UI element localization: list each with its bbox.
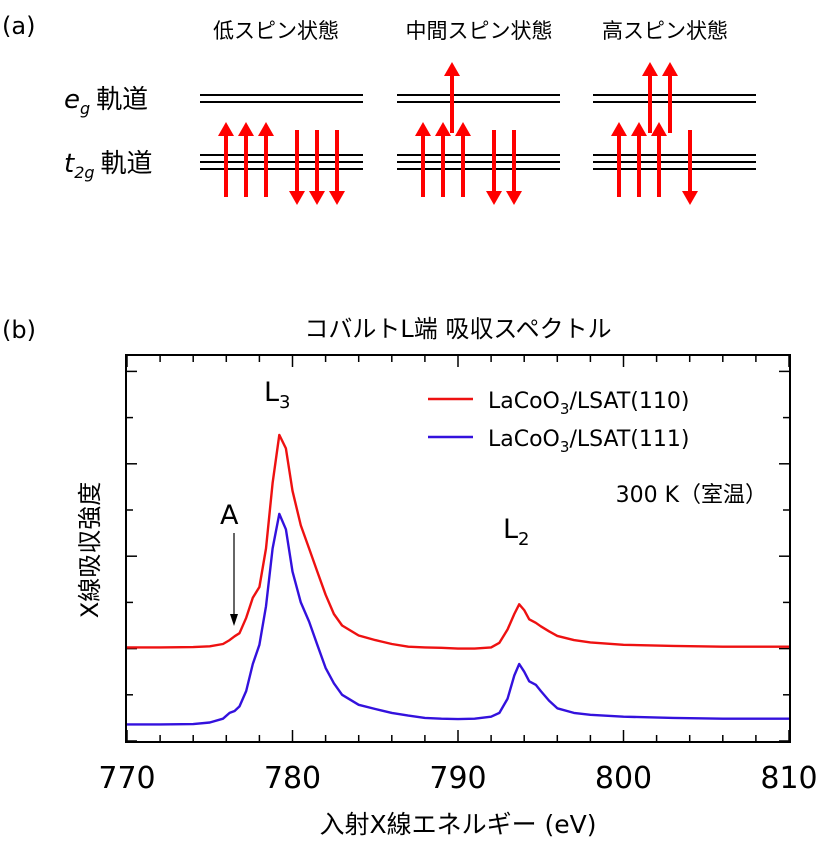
spin-up-arrow-t2g-head	[611, 122, 627, 136]
spin-up-arrow-t2g-head	[258, 122, 274, 136]
peak-label-l2: L2	[503, 514, 530, 550]
series-line-110	[127, 433, 789, 650]
x-axis-label: 入射X線エネルギー (eV)	[319, 810, 596, 839]
panel-b: (b) コバルトL端 吸収スペクトル 770 780 790 800 810 入射X線エ…	[2, 315, 818, 839]
spin-up-arrow-t2g-head	[415, 122, 431, 136]
spin-up-arrow-t2g-head	[455, 122, 471, 136]
spin-down-arrow-t2g-head	[309, 191, 325, 205]
x-tick-label: 790	[429, 761, 486, 796]
state-title-high: 高スピン状態	[602, 19, 728, 43]
peak-label-l3: L3	[264, 377, 291, 413]
spin-arrows	[218, 62, 698, 205]
x-tick-label: 770	[98, 761, 155, 796]
panel-a-label: (a)	[2, 12, 35, 40]
spin-up-arrow-t2g-head	[651, 122, 667, 136]
x-tick-label: 780	[264, 761, 321, 796]
x-tick-label: 800	[595, 761, 652, 796]
energy-levels	[200, 94, 756, 170]
panel-b-label: (b)	[2, 316, 36, 344]
plot-frame	[125, 354, 791, 743]
state-title-low: 低スピン状態	[213, 19, 339, 43]
spin-up-arrow-t2g-head	[238, 122, 254, 136]
spin-down-arrow-t2g-head	[289, 191, 305, 205]
spin-down-arrow-t2g-head	[506, 191, 522, 205]
chart-title: コバルトL端 吸収スペクトル	[304, 315, 611, 343]
panel-a: (a) 低スピン状態 中間スピン状態 高スピン状態 eg 軌道 t2g 軌道	[2, 12, 756, 205]
spin-up-arrow-t2g-head	[631, 122, 647, 136]
spin-up-arrow-t2g-head	[218, 122, 234, 136]
spin-down-arrow-t2g-head	[486, 191, 502, 205]
legend: LaCoO3/LSAT(110) LaCoO3/LSAT(111)	[428, 389, 689, 456]
legend-label-110: LaCoO3/LSAT(110)	[488, 389, 689, 418]
spin-down-arrow-t2g-head	[329, 191, 345, 205]
series-line-111	[127, 512, 789, 726]
spin-up-arrow-eg-head	[444, 62, 460, 76]
feature-a-arrowhead	[230, 614, 238, 626]
spectra	[127, 433, 789, 726]
t2g-orbital-label: t2g 軌道	[64, 149, 153, 182]
temperature-note: 300 K（室温）	[616, 483, 767, 508]
spin-up-arrow-eg-head	[662, 62, 678, 76]
spin-up-arrow-eg-head	[642, 62, 658, 76]
state-title-intermediate: 中間スピン状態	[406, 19, 553, 43]
eg-orbital-label: eg 軌道	[64, 85, 148, 118]
x-tick-label: 810	[760, 761, 817, 796]
x-tick-labels: 770 780 790 800 810	[98, 761, 817, 796]
axis-ticks	[126, 356, 790, 742]
y-axis-label: X線吸収強度	[76, 482, 104, 618]
legend-label-111: LaCoO3/LSAT(111)	[488, 427, 689, 456]
spin-up-arrow-t2g-head	[435, 122, 451, 136]
spin-down-arrow-t2g-head	[682, 191, 698, 205]
feature-label-a: A	[220, 500, 239, 531]
